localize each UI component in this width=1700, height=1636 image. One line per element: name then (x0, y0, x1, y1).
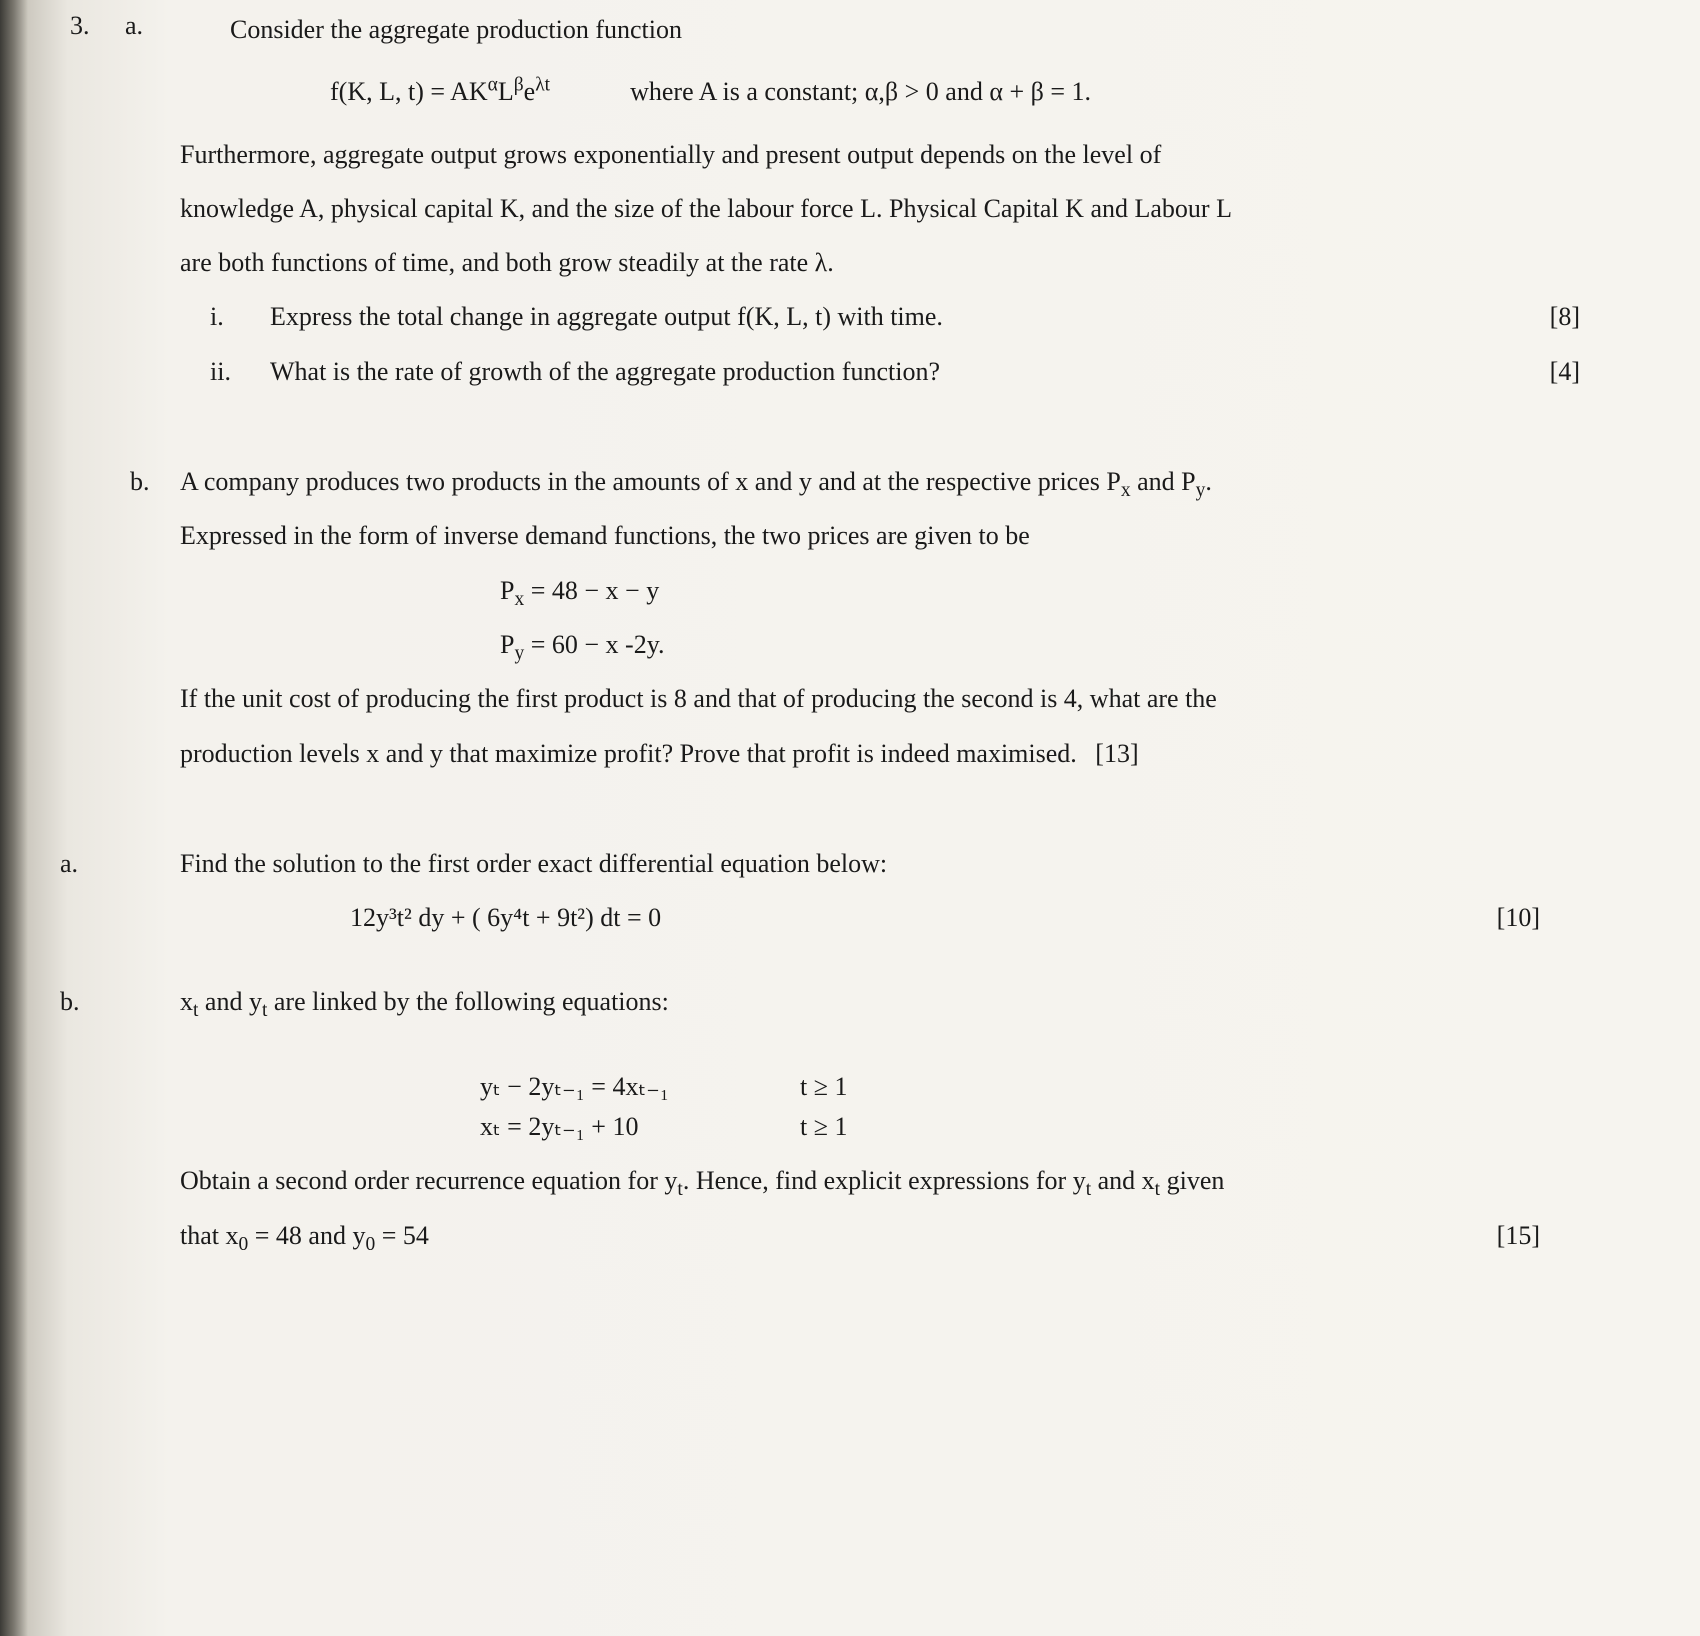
q3b-content: b. A company produces two products in th… (180, 462, 1580, 774)
q4b-sys2-r: t ≥ 1 (800, 1107, 950, 1147)
eq-left: f(K, L, t) = AK (330, 77, 488, 106)
q4a-text: Find the solution to the first order exa… (180, 844, 1580, 884)
q3a-p2: knowledge A, physical capital K, and the… (180, 189, 1580, 229)
q3b-p1-subx: x (1121, 480, 1131, 501)
part-a-label: a. (125, 6, 143, 46)
q4b-p2-b: = 48 and y (248, 1221, 365, 1250)
q4b-sys1-r: t ≥ 1 (800, 1067, 950, 1107)
eq-e: e (524, 77, 536, 106)
q3a-intro: Consider the aggregate production functi… (230, 10, 1580, 50)
question-number: 3. (70, 6, 90, 46)
q4b-marks: [15] (1440, 1216, 1580, 1256)
q3b-p1: A company produces two products in the a… (180, 462, 1580, 502)
q3b-eq1: Px = 48 − x − y (500, 571, 1580, 611)
q4a-content: a. Find the solution to the first order … (180, 844, 1580, 939)
q3b-marks: [13] (1095, 734, 1138, 774)
q3a-p1: Furthermore, aggregate output grows expo… (180, 135, 1580, 175)
q3b-eq2-rhs: = 60 − x -2y. (524, 630, 664, 659)
q4b-p2-sub0: 0 (239, 1234, 249, 1255)
q3b-eq2-lhs: P (500, 630, 514, 659)
q4b-p2-row: that x0 = 48 and y0 = 54 [15] (180, 1216, 1580, 1256)
q4b-intro-c: are linked by the following equations: (267, 987, 668, 1016)
q3b-p1-suby: y (1196, 480, 1206, 501)
q4b-p2: that x0 = 48 and y0 = 54 (180, 1216, 1440, 1256)
q3a-equation-row: f(K, L, t) = AKαLβeλt where A is a const… (330, 72, 1580, 112)
q4-part-b-label: b. (60, 982, 80, 1022)
q4b-sys2: xₜ = 2yₜ₋₁ + 10 t ≥ 1 (480, 1107, 1580, 1147)
q4b-sys1: yₜ − 2yₜ₋₁ = 4xₜ₋₁ t ≥ 1 (480, 1067, 1580, 1107)
eq-lambda-t: λt (535, 75, 550, 96)
exam-page: 3. a. Consider the aggregate production … (0, 0, 1700, 1636)
q3b-eq1-sub: x (514, 589, 524, 610)
q4a-eq-row: 12y³t² dy + ( 6y⁴t + 9t²) dt = 0 [10] (180, 898, 1580, 938)
q3a-ii-row: ii. What is the rate of growth of the ag… (180, 352, 1580, 392)
q3b-p2: Expressed in the form of inverse demand … (180, 516, 1580, 556)
q4b-content: b. xt and yt are linked by the following… (180, 982, 1580, 1255)
q3a-i-row: i. Express the total change in aggregate… (180, 297, 1580, 337)
q3a-ii-marks: [4] (1500, 352, 1580, 392)
q3b-p4: production levels x and y that maximize … (180, 734, 1580, 774)
q3b-eq1-lhs: P (500, 576, 514, 605)
q3a-i-text: Express the total change in aggregate ou… (270, 297, 1500, 337)
q3b-p3: If the unit cost of producing the first … (180, 679, 1580, 719)
q3b-eq2: Py = 60 − x -2y. (500, 625, 1580, 665)
q4b-p1-a: Obtain a second order recurrence equatio… (180, 1166, 677, 1195)
eq-L: L (498, 77, 514, 106)
q4b-intro-b: and y (198, 987, 262, 1016)
q4b-sys1-l: yₜ − 2yₜ₋₁ = 4xₜ₋₁ (480, 1067, 800, 1107)
q3b-p1-mid: and P (1131, 467, 1196, 496)
eq-beta: β (514, 75, 524, 96)
q4b-p2-c: = 54 (375, 1221, 429, 1250)
q3a-content: Consider the aggregate production functi… (180, 10, 1580, 392)
q3a-i-marks: [8] (1500, 297, 1580, 337)
q4a-eq: 12y³t² dy + ( 6y⁴t + 9t²) dt = 0 (180, 898, 1440, 938)
part-b-label: b. (130, 462, 150, 502)
roman-ii-label: ii. (210, 352, 270, 392)
q4a-marks: [10] (1440, 898, 1580, 938)
scan-shadow (0, 0, 28, 1636)
q4b-p1: Obtain a second order recurrence equatio… (180, 1161, 1580, 1201)
q4b-intro-a: x (180, 987, 193, 1016)
q3b-p1-end: . (1205, 467, 1212, 496)
q4b-p2-a: that x (180, 1221, 239, 1250)
q4b-p1-d: given (1160, 1166, 1224, 1195)
q4b-p1-c: and x (1091, 1166, 1155, 1195)
roman-i-label: i. (210, 297, 270, 337)
eq-where-clause: where A is a constant; α,β > 0 and α + β… (630, 72, 1091, 112)
eq-alpha: α (488, 75, 498, 96)
production-function-eq: f(K, L, t) = AKαLβeλt (330, 72, 550, 112)
q3b-p4-text: production levels x and y that maximize … (180, 739, 1077, 768)
q3a-ii-text: What is the rate of growth of the aggreg… (270, 352, 1500, 392)
q3b-eq2-sub: y (514, 643, 524, 664)
q4b-p2-sub0b: 0 (365, 1234, 375, 1255)
q3a-p3: are both functions of time, and both gro… (180, 243, 1580, 283)
q3b-eq1-rhs: = 48 − x − y (524, 576, 659, 605)
q4-part-a-label: a. (60, 844, 78, 884)
q3b-p1-a: A company produces two products in the a… (180, 467, 1121, 496)
q4b-intro: xt and yt are linked by the following eq… (180, 982, 1580, 1022)
q4b-p1-b: . Hence, find explicit expressions for y (683, 1166, 1086, 1195)
q4b-sys2-l: xₜ = 2yₜ₋₁ + 10 (480, 1107, 800, 1147)
